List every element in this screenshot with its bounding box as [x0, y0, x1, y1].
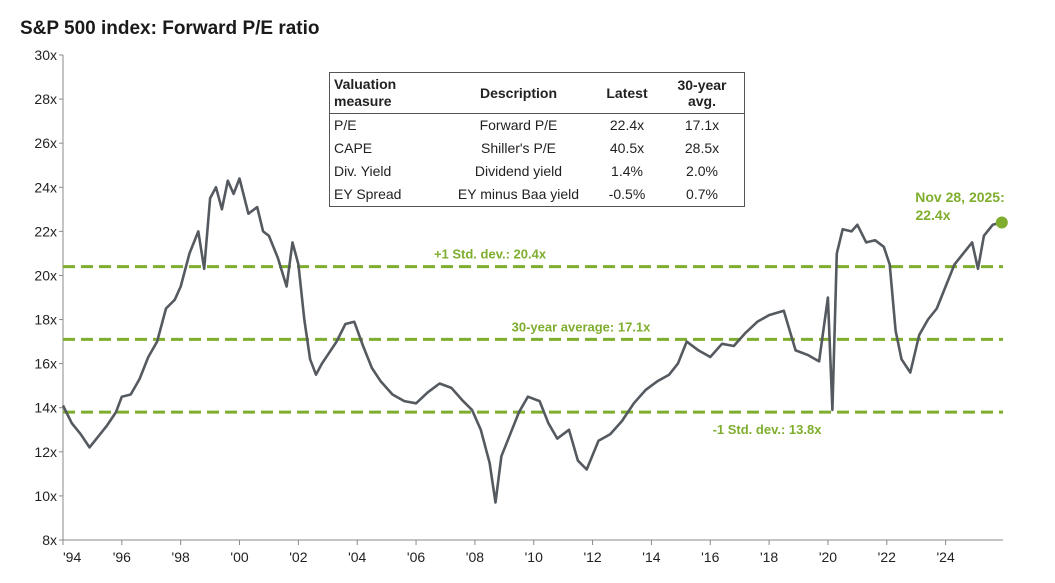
x-tick-label: '12	[583, 549, 601, 565]
y-tick-label: 8x	[42, 532, 57, 548]
cell-latest: 1.4%	[611, 163, 643, 179]
reference-lines: +1 Std. dev.: 20.4x 30-year average: 17.1…	[63, 247, 1003, 437]
header-valuation-measure: Valuation measure	[330, 73, 443, 114]
table-row: EY Spread EY minus Baa yield -0.5% 0.7%	[330, 183, 744, 206]
x-tick-label: '98	[172, 549, 190, 565]
table-row: CAPE Shiller's P/E 40.5x 28.5x	[330, 137, 744, 160]
table-row: Div. Yield Dividend yield 1.4% 2.0%	[330, 160, 744, 183]
cell-description: EY minus Baa yield	[457, 186, 580, 202]
cell-latest: 22.4x	[609, 117, 645, 133]
x-tick-label: '94	[63, 549, 81, 565]
chart-title: S&P 500 index: Forward P/E ratio	[20, 18, 320, 39]
y-tick-label: 22x	[34, 223, 57, 239]
x-tick-label: '14	[642, 549, 660, 565]
latest-annotation-value: 22.4x	[915, 207, 950, 223]
latest-point-marker	[995, 216, 1008, 229]
x-tick-label: '96	[113, 549, 131, 565]
y-tick-label: 26x	[34, 135, 57, 151]
x-tick-label: '00	[230, 549, 248, 565]
cell-latest: -0.5%	[608, 186, 646, 202]
cell-latest: 40.5x	[609, 140, 645, 156]
header-description: Description	[443, 73, 594, 114]
x-tick-label: '10	[525, 549, 543, 565]
y-tick-label: 30x	[34, 47, 57, 63]
valuation-table: Valuation measure Description Latest 30-…	[329, 72, 745, 207]
y-tick-label: 24x	[34, 179, 57, 195]
y-axis-ticks: 8x 10x 12x 14x 16x 18x 20x 22x 24x 26x 28x 30x	[34, 47, 63, 548]
y-tick-label: 16x	[34, 356, 57, 372]
x-tick-label: '04	[348, 549, 366, 565]
x-axis-ticks: '94 '96 '98 '00 '02 '04 '06 '08 '10 '12 '14 '16 '18 '…	[62, 540, 955, 565]
table-header-row: Valuation measure Description Latest 30-…	[330, 73, 744, 114]
cell-description: Shiller's P/E	[480, 140, 557, 156]
reference-line-label: +1 Std. dev.: 20.4x	[434, 247, 547, 262]
cell-description: Forward P/E	[479, 117, 558, 133]
series-forward-pe	[61, 177, 1003, 504]
y-tick-label: 10x	[34, 488, 57, 504]
cell-measure: CAPE	[334, 140, 373, 156]
table-row: P/E Forward P/E 22.4x 17.1x	[330, 114, 744, 138]
x-tick-label: '18	[760, 549, 778, 565]
x-tick-label: '16	[701, 549, 719, 565]
header-30yr-avg: 30-year avg.	[660, 73, 744, 114]
x-tick-label: '06	[407, 549, 425, 565]
x-tick-label: '08	[466, 549, 484, 565]
x-tick-label: '22	[878, 549, 896, 565]
cell-measure: Div. Yield	[334, 163, 392, 179]
y-tick-label: 12x	[34, 444, 57, 460]
x-tick-label: '02	[289, 549, 307, 565]
reference-line-label: -1 Std. dev.: 13.8x	[713, 422, 823, 437]
cell-average: 17.1x	[684, 117, 720, 133]
latest-annotation-date: Nov 28, 2025:	[915, 189, 1005, 205]
x-tick-label: '24	[937, 549, 955, 565]
reference-line-label: 30-year average: 17.1x	[512, 319, 652, 334]
cell-description: Dividend yield	[474, 163, 563, 179]
cell-average: 2.0%	[686, 163, 718, 179]
cell-average: 0.7%	[686, 186, 718, 202]
y-tick-label: 28x	[34, 91, 57, 107]
y-tick-label: 14x	[34, 400, 57, 416]
cell-measure: EY Spread	[334, 186, 402, 202]
x-tick-label: '20	[819, 549, 837, 565]
y-tick-label: 18x	[34, 312, 57, 328]
y-tick-label: 20x	[34, 267, 57, 283]
cell-measure: P/E	[334, 117, 357, 133]
header-latest: Latest	[594, 73, 660, 114]
cell-average: 28.5x	[684, 140, 720, 156]
